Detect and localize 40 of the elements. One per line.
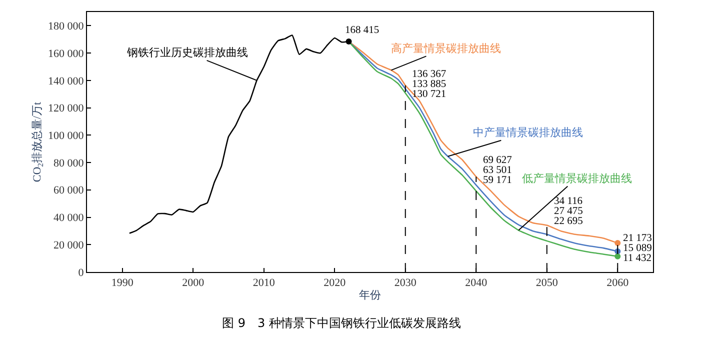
point bbox=[614, 253, 621, 260]
x-tick-label: 2020 bbox=[324, 277, 346, 290]
y-tick-label: 20 000 bbox=[54, 239, 84, 252]
data-label: 63 501 bbox=[483, 165, 512, 176]
y-tick-label: 120 000 bbox=[48, 102, 84, 115]
data-label: 15 089 bbox=[623, 243, 652, 254]
x-tick-label: 2040 bbox=[465, 277, 488, 290]
x-tick-label: 2050 bbox=[536, 277, 558, 290]
x-tick-label: 2060 bbox=[606, 277, 630, 290]
data-label: 21 173 bbox=[623, 233, 652, 244]
data-label: 34 116 bbox=[554, 196, 582, 207]
data-label: 59 171 bbox=[483, 175, 512, 186]
data-label: 27 475 bbox=[554, 206, 583, 217]
point bbox=[346, 38, 352, 45]
data-label: 136 367 bbox=[412, 69, 446, 80]
y-tick-label: 100 000 bbox=[48, 130, 84, 142]
y-tick-label: 160 000 bbox=[48, 48, 84, 60]
x-tick-label: 2000 bbox=[182, 277, 205, 290]
text: 图 9 3 种情景下中国钢铁行业低碳发展路线 bbox=[222, 316, 461, 330]
x-tick-label: 1990 bbox=[111, 277, 134, 290]
data-label: 130 721 bbox=[412, 89, 446, 100]
y-tick-label: 180 000 bbox=[48, 20, 84, 33]
data-label: 168 415 bbox=[345, 25, 380, 36]
point bbox=[614, 240, 621, 246]
x-tick-label: 2030 bbox=[394, 277, 417, 290]
y-tick-label: 140 000 bbox=[48, 75, 84, 88]
y-tick-label: 0 bbox=[78, 266, 84, 279]
text: 低产量情景碳排放曲线 bbox=[522, 172, 632, 185]
x-axis-title: 年份 bbox=[359, 289, 381, 302]
y-tick-label: 40 000 bbox=[54, 212, 84, 224]
series-label: 钢铁行业历史碳排放曲线 bbox=[126, 46, 248, 59]
data-label: 11 432 bbox=[623, 253, 652, 264]
y-tick-label: 80 000 bbox=[54, 157, 84, 170]
y-tick-label: 60 000 bbox=[54, 184, 84, 197]
data-label: 22 695 bbox=[554, 216, 583, 227]
data-label: 133 885 bbox=[412, 79, 446, 90]
series-label: 高产量情景碳排放曲线 bbox=[391, 42, 501, 55]
data-label: 69 627 bbox=[483, 155, 512, 166]
text: 中产量情景碳排放曲线 bbox=[473, 126, 583, 139]
x-tick-label: 2010 bbox=[252, 277, 276, 290]
